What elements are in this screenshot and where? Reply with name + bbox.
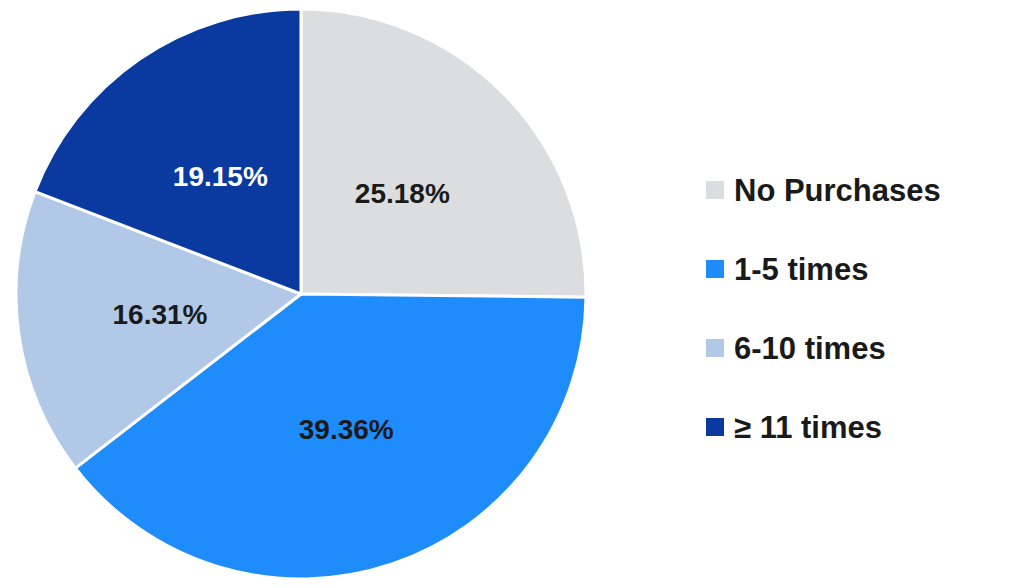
legend-swatch (706, 181, 724, 199)
data-labels: 25.18% 39.36% 16.31% 19.15% (113, 161, 450, 445)
legend-label: ≥ 11 times (734, 410, 882, 445)
legend-label: 6-10 times (734, 331, 886, 366)
chart-container: 25.18% 39.36% 16.31% 19.15% No Purchases 1-5 … (0, 0, 1015, 588)
pie-slice (301, 9, 586, 297)
legend: No Purchases 1-5 times 6-10 times ≥ 11 time… (706, 173, 941, 445)
chart-svg: 25.18% 39.36% 16.31% 19.15% No Purchases 1-5 … (0, 0, 1015, 588)
pie-slices (16, 9, 586, 579)
legend-swatch (706, 339, 724, 357)
data-label: 19.15% (173, 161, 268, 192)
legend-label: No Purchases (734, 173, 941, 208)
legend-swatch (706, 260, 724, 278)
pie-slice (35, 9, 301, 294)
legend-label: 1-5 times (734, 252, 868, 287)
legend-swatch (706, 418, 724, 436)
data-label: 39.36% (299, 414, 394, 445)
data-label: 16.31% (113, 299, 208, 330)
data-label: 25.18% (355, 178, 450, 209)
